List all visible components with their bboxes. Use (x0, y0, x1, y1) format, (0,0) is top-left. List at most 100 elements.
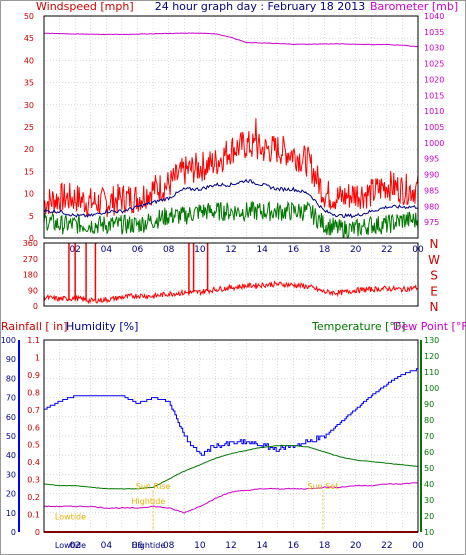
tide-x-label: Lowtide (55, 541, 86, 550)
climate-x-tick-label: 10 (194, 541, 206, 551)
temperature-series-line (43, 444, 419, 490)
barometer-y-tick-label: 1010 (424, 107, 444, 116)
humidity-y-tick-label: 60 (6, 413, 16, 422)
wind-direction-series-line (43, 280, 419, 305)
barometer-axis-title: Barometer [mb] (370, 0, 458, 13)
temperature-y-tick-label: 50 (424, 464, 434, 473)
windspeed-y-tick-label: 45 (24, 34, 34, 43)
barometer-y-tick-label: 1000 (424, 139, 444, 148)
rainfall-y-tick-label: 0.1 (27, 511, 40, 520)
windspeed-axis-title: Windspeed [mph] (36, 0, 134, 13)
windspeed-y-tick-label: 25 (24, 123, 34, 132)
compass-label: S (430, 269, 438, 283)
dewpoint-axis-title: Dew Point [°F] (393, 320, 466, 333)
temperature-y-tick-label: 120 (424, 352, 439, 361)
climate-x-tick-label: 20 (350, 541, 362, 551)
temperature-y-tick-label: 30 (424, 496, 434, 505)
windspeed-y-tick-label: 0 (29, 234, 34, 243)
direction-y-tick-label: 180 (23, 271, 38, 280)
rainfall-y-tick-label: 1.1 (27, 336, 40, 345)
temperature-axis-title: Temperature [°F] (311, 320, 406, 333)
temperature-y-tick-label: 40 (424, 480, 434, 489)
rainfall-y-tick-label: 0.9 (27, 371, 40, 380)
humidity-y-tick-label: 80 (6, 374, 16, 383)
barometer-y-tick-label: 990 (424, 171, 439, 180)
temperature-y-tick-label: 10 (424, 528, 434, 537)
barometer-y-tick-label: 975 (424, 218, 439, 227)
humidity-y-tick-label: 50 (6, 432, 16, 441)
humidity-y-tick-label: 40 (6, 451, 16, 460)
barometer-y-tick-label: 980 (424, 202, 439, 211)
temperature-y-tick-label: 70 (424, 432, 434, 441)
barometer-y-tick-label: 1035 (424, 28, 444, 37)
temperature-y-tick-label: 90 (424, 400, 434, 409)
wind-frame (43, 15, 419, 239)
rainfall-y-tick-label: 0.3 (27, 476, 40, 485)
wind-low-series-line (43, 200, 419, 240)
compass-label: N (430, 237, 439, 251)
humidity-axis-title: Humidity [%] (66, 320, 138, 333)
humidity-y-tick-label: 70 (6, 394, 16, 403)
barometer-y-tick-label: 1020 (424, 75, 444, 84)
rainfall-y-tick-label: 1 (35, 353, 40, 362)
climate-x-tick-label: 18 (319, 541, 331, 551)
temperature-y-tick-label: 130 (424, 336, 439, 345)
barometer-y-tick-label: 995 (424, 155, 439, 164)
chart-title: 24 hour graph day : February 18 2013 (155, 0, 366, 13)
barometer-y-tick-label: 1015 (424, 91, 444, 100)
climate-x-tick-label: 14 (256, 541, 268, 551)
direction-y-tick-label: 270 (23, 255, 38, 264)
climate-x-tick-label: 08 (163, 541, 175, 551)
direction-frame (43, 242, 419, 307)
climate-x-tick-label: 02 (69, 541, 80, 551)
annotation-label: Hightide (132, 497, 166, 506)
windspeed-y-tick-label: 5 (29, 212, 34, 221)
temperature-y-tick-label: 60 (424, 448, 434, 457)
rain-humidity-temperature-panel: 010203040506070809010000.10.20.30.40.50.… (1, 336, 440, 551)
rainfall-y-tick-label: 0.7 (27, 406, 40, 415)
annotation-label: Sun Set (307, 482, 338, 491)
temperature-y-tick-label: 20 (424, 512, 434, 521)
rainfall-y-tick-label: 0.8 (27, 388, 40, 397)
windspeed-y-tick-label: 35 (24, 79, 34, 88)
climate-x-tick-label: 12 (225, 541, 236, 551)
tide-x-label: Hightide (132, 541, 166, 550)
rainfall-y-tick-label: 0.6 (27, 423, 40, 432)
rainfall-y-tick-label: 0 (35, 528, 40, 537)
dewpoint-series-line (43, 482, 419, 514)
humidity-y-tick-label: 90 (6, 355, 16, 364)
rainfall-y-tick-label: 0.4 (27, 458, 40, 467)
direction-y-tick-label: 90 (28, 286, 38, 295)
windspeed-y-tick-label: 50 (24, 12, 34, 21)
barometer-y-tick-label: 1030 (424, 44, 444, 53)
windspeed-y-tick-label: 15 (24, 167, 34, 176)
climate-x-tick-label: 00 (412, 541, 424, 551)
climate-x-tick-label: 06 (132, 541, 144, 551)
direction-y-tick-label: 360 (23, 239, 38, 248)
compass-label: N (430, 300, 439, 314)
compass-label: W (428, 253, 440, 267)
rainfall-axis-title: Rainfall [ in] (1, 320, 68, 333)
wind-average-series-line (43, 178, 419, 219)
wind-barometer-panel: 0510152025303540455097598098599099510001… (24, 12, 445, 255)
climate-frame (43, 339, 419, 533)
direction-y-tick-label: 0 (33, 302, 38, 311)
windspeed-y-tick-label: 30 (24, 101, 34, 110)
climate-x-tick-label: 04 (101, 541, 113, 551)
climate-x-tick-label: 22 (381, 541, 392, 551)
rainfall-y-tick-label: 0.5 (27, 441, 40, 450)
humidity-y-tick-label: 10 (6, 509, 16, 518)
windspeed-y-tick-label: 40 (24, 56, 34, 65)
humidity-y-tick-label: 30 (6, 470, 16, 479)
wind-gust-series-line (43, 118, 419, 218)
barometer-y-tick-label: 985 (424, 186, 439, 195)
barometer-series-line (43, 32, 419, 48)
temperature-y-tick-label: 100 (424, 384, 439, 393)
windspeed-y-tick-label: 20 (24, 145, 34, 154)
windspeed-y-tick-label: 10 (24, 190, 34, 199)
rainfall-y-tick-label: 0.2 (27, 493, 40, 502)
humidity-y-tick-label: 0 (11, 528, 16, 537)
